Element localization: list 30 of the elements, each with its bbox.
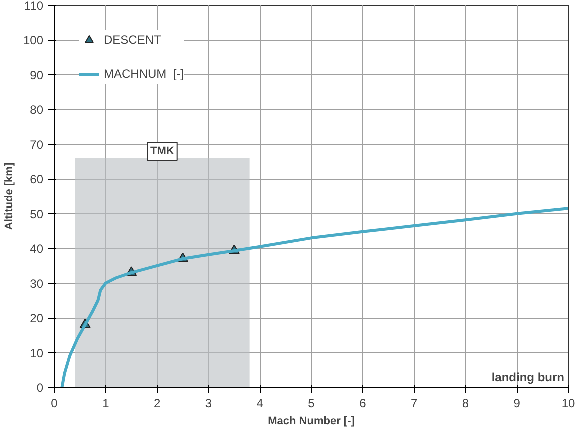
x-tick-label: 2 — [154, 396, 161, 410]
y-tick-label: 110 — [24, 0, 44, 13]
y-axis-title: Altitude [km] — [3, 162, 16, 230]
annotation: landing burn — [492, 370, 564, 384]
y-tick-label: 80 — [30, 103, 44, 118]
line-series — [60, 207, 568, 388]
y-tick-label: 60 — [30, 172, 44, 187]
x-axis-title: Mach Number [-] — [268, 416, 356, 428]
x-tick-label: 9 — [514, 396, 521, 410]
x-tick-label: 10 — [562, 396, 576, 410]
y-tick-label: 40 — [30, 242, 44, 256]
x-tick-label: 8 — [462, 396, 470, 410]
y-tick-label: 50 — [30, 207, 44, 222]
y-tick-label: 90 — [30, 68, 44, 82]
x-tick-label: 6 — [360, 396, 367, 410]
x-tick-label: 5 — [308, 396, 316, 410]
y-tick-label: 0 — [36, 381, 44, 395]
x-tick-label: 3 — [205, 396, 212, 410]
y-tick-label: 10 — [30, 346, 44, 360]
legend-label: MACHNUM [-] — [104, 67, 184, 81]
x-tick-label: 4 — [256, 396, 264, 410]
x-tick-label: 7 — [410, 396, 418, 410]
legend-label: DESCENT — [104, 33, 162, 47]
band-label: TMK — [150, 146, 174, 158]
y-tick-label: 20 — [30, 312, 44, 326]
x-tick-label: 1 — [102, 396, 110, 410]
x-tick-label: 0 — [51, 396, 58, 410]
y-tick-label: 30 — [30, 276, 44, 291]
y-tick-label: 100 — [23, 34, 44, 48]
y-tick-label: 70 — [30, 138, 44, 152]
